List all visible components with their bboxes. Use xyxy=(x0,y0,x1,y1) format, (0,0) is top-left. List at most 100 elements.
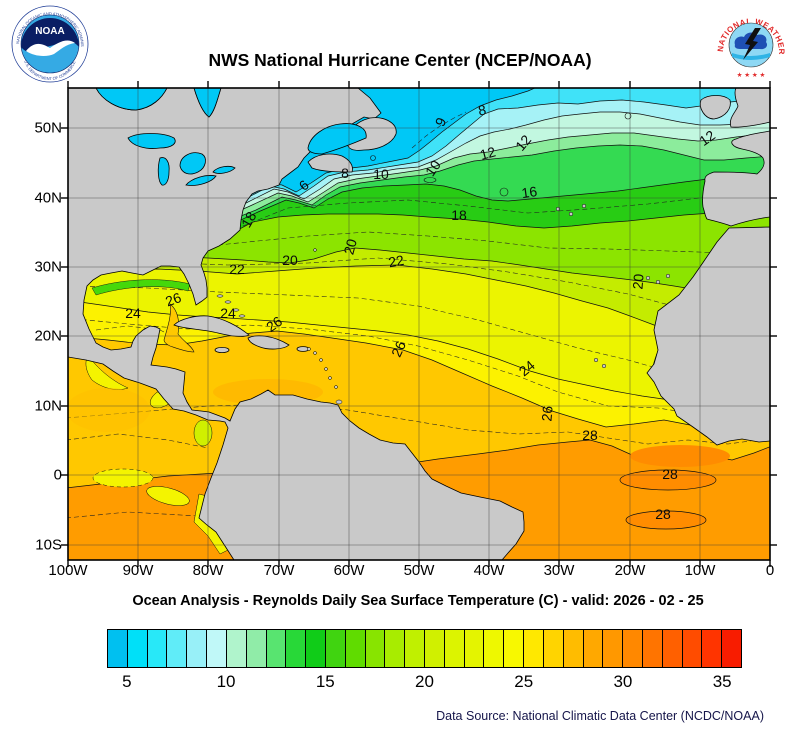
colorbar-cell xyxy=(444,630,465,667)
contour-label: 8 xyxy=(341,165,349,181)
nws-lightning-icon xyxy=(743,28,761,60)
lon-label: 20W xyxy=(614,562,646,579)
colorbar-cell xyxy=(266,630,287,667)
contour-label: 26 xyxy=(163,289,183,309)
contour-label: 10 xyxy=(373,166,389,182)
colorbar-cell xyxy=(207,630,227,667)
colorbar-cell xyxy=(504,630,525,667)
colorbar-cell xyxy=(306,630,326,667)
lat-label: 0 xyxy=(53,466,62,484)
lake-ontario xyxy=(212,165,236,174)
colorbar-cell xyxy=(425,630,445,667)
map-caption: Ocean Analysis - Reynolds Daily Sea Surf… xyxy=(132,593,704,609)
colorbar-cell xyxy=(385,630,406,667)
puerto-rico-island xyxy=(296,346,310,352)
contour-label: 12 xyxy=(478,143,497,163)
lat-label: 10S xyxy=(35,536,62,554)
colorbar-cell xyxy=(167,630,188,667)
colorbar-cell xyxy=(583,630,604,667)
colorbar-cell xyxy=(662,630,683,667)
colorbar-tick-label: 20 xyxy=(415,672,434,691)
contour-label: 28 xyxy=(655,506,671,522)
colorbar-cell xyxy=(108,630,128,667)
noaa-acronym: NOAA xyxy=(35,26,64,37)
contour-label: 20 xyxy=(340,237,360,256)
inland-water xyxy=(95,88,367,186)
contour-label: 20 xyxy=(282,252,298,268)
lon-label: 100W xyxy=(48,562,88,579)
lat-label: 20N xyxy=(34,327,62,345)
colorbar-tick-label: 15 xyxy=(315,672,335,691)
lat-label: 10N xyxy=(34,397,62,415)
colorbar-cell xyxy=(563,630,584,667)
colorbar-tick-label: 10 xyxy=(216,672,236,691)
page-title: NWS National Hurricane Center (NCEP/NOAA… xyxy=(208,50,592,70)
contour-label: 8 xyxy=(477,101,488,118)
colorbar-cell xyxy=(127,630,148,667)
colorbar-tick-label: 35 xyxy=(712,672,732,691)
colorbar-cell xyxy=(226,630,247,667)
nws-stars: ★ ★ ★ ★ xyxy=(737,72,766,79)
colorbar-cell xyxy=(682,630,703,667)
colorbar-tick-label: 25 xyxy=(514,672,534,691)
lon-label: 0 xyxy=(765,562,775,579)
contour-label: 22 xyxy=(387,252,405,270)
colorbar-cell xyxy=(603,630,624,667)
contour-label: 26 xyxy=(388,338,409,359)
contour-label: 24 xyxy=(125,305,141,321)
colorbar-cell xyxy=(187,630,208,667)
hudson-bay xyxy=(95,88,168,111)
nws-logo: NATIONAL WEATHER SERVICE ★ ★ ★ ★ xyxy=(712,2,788,80)
colorbar-cell xyxy=(246,630,267,667)
lake-michigan xyxy=(157,157,170,186)
contour-label: 18 xyxy=(238,209,260,231)
lon-label: 30W xyxy=(543,562,575,579)
noaa-logo: NATIONAL OCEANIC AND ATMOSPHERIC ADMINIS… xyxy=(10,4,89,83)
contour-label: 16 xyxy=(520,183,538,201)
noaa-gull-icon xyxy=(26,40,75,56)
cuba-island xyxy=(173,315,250,337)
lat-label: 40N xyxy=(34,189,62,207)
colorbar-cell xyxy=(405,630,425,667)
contour-label: 28 xyxy=(662,466,678,482)
colorbar-cell xyxy=(543,630,564,667)
colorbar-cell xyxy=(365,630,386,667)
lat-label: 50N xyxy=(34,119,62,137)
colorbar-cell xyxy=(286,630,307,667)
lon-label: 40W xyxy=(473,562,505,579)
colorbar-cell xyxy=(722,630,741,667)
james-bay xyxy=(193,88,222,118)
nova-scotia xyxy=(307,153,353,173)
axis-ticks xyxy=(61,81,777,567)
lake-erie xyxy=(185,175,217,186)
lat-label: 30N xyxy=(34,258,62,276)
lake-superior xyxy=(127,133,176,149)
latlon-grid xyxy=(68,88,770,560)
lon-label: 70W xyxy=(263,562,295,579)
contour-label: 24 xyxy=(220,305,236,321)
lon-label: 10W xyxy=(684,562,716,579)
jamaica-island xyxy=(214,346,230,353)
small-islands xyxy=(216,203,671,405)
temperature-colorbar xyxy=(107,629,742,668)
contour-label: 28 xyxy=(582,427,598,443)
colorbar-cell xyxy=(484,630,505,667)
ireland-island xyxy=(699,95,731,120)
great-britain xyxy=(729,88,770,128)
colorbar-cell xyxy=(345,630,366,667)
colorbar-cell xyxy=(147,630,168,667)
data-source-note: Data Source: National Climatic Data Cent… xyxy=(436,709,764,723)
colorbar-cell xyxy=(325,630,346,667)
colorbar-tick-label: 5 xyxy=(122,672,132,691)
colorbar-cell xyxy=(623,630,643,667)
iberia-france xyxy=(702,130,770,227)
colorbar-cell xyxy=(702,630,723,667)
loop-current-tongue xyxy=(163,303,195,353)
lake-huron xyxy=(179,152,206,175)
lon-label: 80W xyxy=(192,562,224,579)
contour-label: 18 xyxy=(451,207,467,223)
lon-label: 90W xyxy=(122,562,154,579)
